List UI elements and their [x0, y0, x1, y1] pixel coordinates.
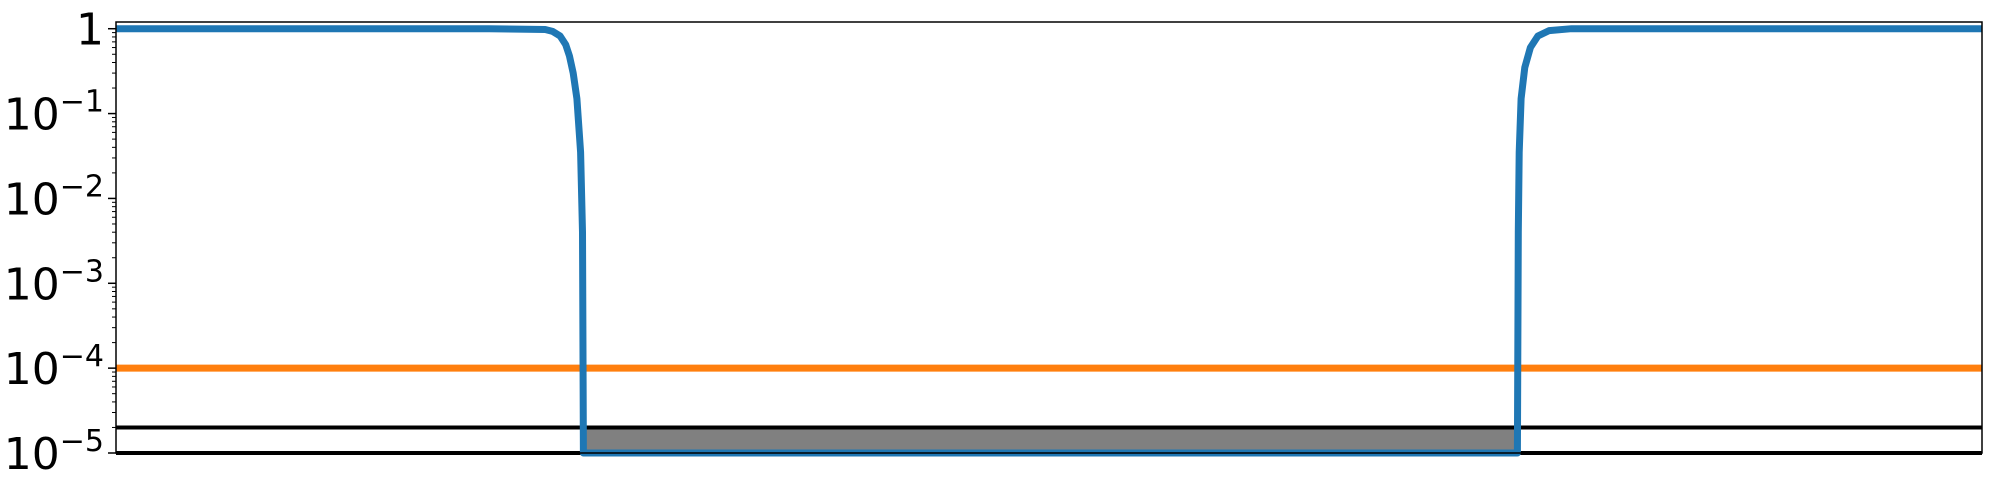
y-tick-label-4: 10−4 — [4, 339, 104, 395]
shaded-region — [583, 427, 1518, 453]
shaded-region-layer — [583, 427, 1518, 453]
plot-frame — [115, 21, 1983, 454]
series-layer — [116, 25, 1982, 457]
y-axis-tick-labels: 1 10−1 10−2 10−3 10−4 10−5 — [4, 5, 104, 480]
y-axis-ticks — [108, 27, 116, 454]
y-tick-label-2: 10−2 — [4, 169, 104, 225]
y-tick-label-1: 10−1 — [4, 85, 104, 141]
y-tick-label-0: 1 — [76, 5, 104, 56]
y-tick-label-3: 10−3 — [4, 254, 104, 310]
y-tick-label-5: 10−5 — [4, 424, 104, 480]
series-line-0 — [116, 25, 1982, 457]
